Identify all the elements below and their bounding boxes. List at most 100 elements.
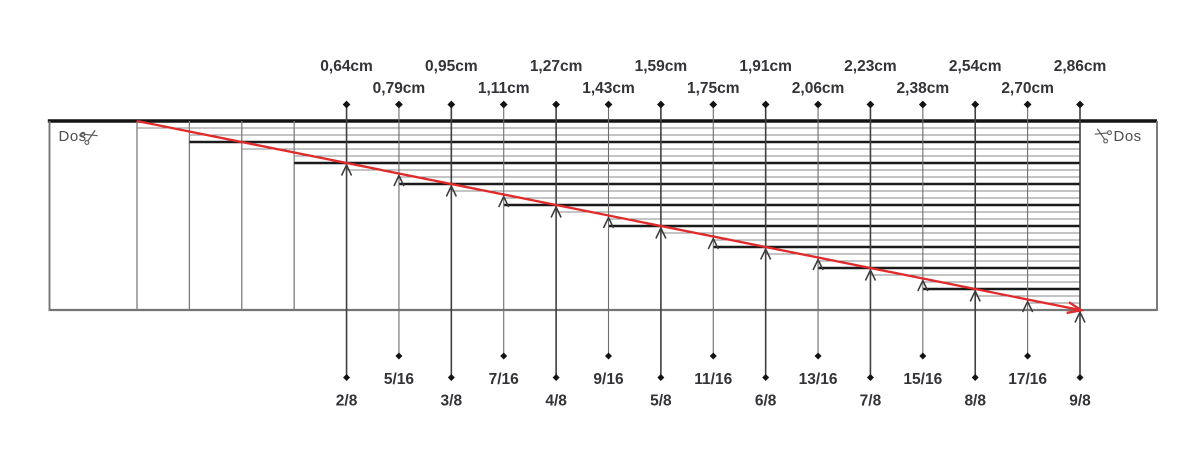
top-diamond [342, 100, 351, 109]
bottom-diamond [605, 352, 612, 360]
scissors-handle [1107, 130, 1112, 136]
top-diamond [918, 100, 927, 109]
bottom-diamond [395, 352, 403, 360]
fraction-label: 7/16 [489, 371, 520, 388]
top-diamond [866, 100, 875, 109]
fraction-label: 9/8 [1069, 393, 1091, 410]
bottom-diamond [971, 374, 979, 381]
cm-label: 2,23cm [844, 58, 897, 75]
cm-label: 2,70cm [1001, 80, 1054, 97]
up-arrowhead [864, 268, 877, 281]
fraction-label: 7/8 [860, 393, 882, 410]
up-arrowhead [550, 205, 562, 218]
up-arrowhead [393, 173, 405, 187]
up-arrowhead [445, 184, 458, 197]
bottom-diamond [919, 352, 927, 360]
measure-line-group: 1,91cm 6/8 [739, 58, 792, 410]
scissors-handle [1103, 138, 1109, 144]
scissors-blade [87, 129, 96, 142]
cm-label: 2,06cm [792, 80, 845, 97]
fraction-label: 17/16 [1008, 371, 1047, 388]
bottom-diamond [1024, 352, 1032, 360]
measure-line-group: 2,54cm 8/8 [949, 58, 1002, 410]
fraction-label: 4/8 [545, 393, 567, 410]
measure-line-group: 1,59cm 5/8 [635, 58, 688, 410]
fraction-label: 3/8 [441, 393, 463, 410]
top-diamond [1023, 100, 1032, 109]
up-arrowhead [1021, 299, 1034, 313]
top-diamond [447, 100, 456, 109]
diagonal-guide-line [136, 119, 1082, 312]
measure-line-group: 2,70cm 17/16 [1001, 80, 1054, 388]
up-arrowhead [969, 289, 981, 302]
measure-line-group: 0,95cm 3/8 [425, 58, 478, 410]
measure-line-group: 2,86cm 9/8 [1054, 58, 1107, 410]
bottom-diamond [552, 374, 560, 381]
measure-line-group: 2,38cm 15/16 [897, 80, 950, 388]
up-arrowhead [602, 215, 615, 229]
top-diamond [1076, 100, 1084, 109]
dos-label-left: Dos [59, 128, 87, 145]
top-diamond [499, 100, 508, 109]
measure-line-group: 1,11cm 7/16 [478, 80, 530, 388]
fraction-label: 9/16 [593, 371, 624, 388]
diagonal-arrowhead [1066, 301, 1085, 315]
bottom-diamond [447, 374, 455, 381]
cm-label: 2,38cm [897, 80, 950, 97]
measure-line-group: 1,75cm 11/16 [687, 80, 740, 388]
cm-label: 2,86cm [1054, 58, 1107, 75]
fraction-label: 5/8 [650, 393, 672, 410]
cm-label: 1,91cm [739, 58, 792, 75]
measure-line-group: 0,79cm 5/16 [373, 80, 426, 388]
fraction-label: 13/16 [799, 371, 838, 388]
fraction-label: 5/16 [384, 371, 415, 388]
bottom-diamond [709, 352, 717, 360]
fraction-label: 15/16 [903, 371, 942, 388]
cm-label: 0,64cm [320, 58, 373, 75]
top-diamond [971, 100, 980, 109]
top-diamond [604, 100, 613, 109]
cm-label: 0,79cm [373, 80, 426, 97]
top-diamond [395, 100, 403, 109]
measure-line-group: 0,64cm 2/8 [320, 58, 373, 410]
up-arrowhead [498, 194, 510, 208]
measure-line-group: 2,06cm 13/16 [792, 80, 845, 388]
up-arrowhead [917, 278, 929, 292]
fraction-label: 2/8 [336, 393, 358, 410]
up-arrowhead [340, 163, 353, 176]
up-arrowhead [707, 236, 719, 250]
cm-label: 1,75cm [687, 80, 740, 97]
top-diamond [814, 100, 822, 109]
measure-line-group: 2,23cm 7/8 [844, 58, 897, 410]
bottom-diamond [343, 374, 351, 381]
cm-label: 2,54cm [949, 58, 1002, 75]
bottom-diamond [762, 374, 770, 381]
scissors-handle [84, 140, 90, 145]
top-diamond [761, 100, 770, 109]
cm-label: 1,11cm [478, 80, 530, 97]
cm-label: 1,43cm [582, 80, 635, 97]
up-arrowhead [1074, 310, 1086, 323]
bottom-diamond [866, 374, 874, 381]
fraction-label: 8/8 [964, 393, 986, 410]
top-diamond [552, 100, 561, 109]
up-arrowhead [812, 257, 824, 271]
up-arrowhead [759, 247, 772, 260]
scissors-icon [1094, 128, 1112, 144]
bottom-diamond [657, 374, 665, 381]
fraction-label: 6/8 [755, 393, 777, 410]
bottom-diamond [500, 352, 508, 360]
scissors-handle [80, 131, 86, 137]
scissors-blade [1094, 132, 1108, 135]
bottom-diamond [814, 352, 822, 360]
measure-line-group: 1,27cm 4/8 [530, 58, 583, 410]
up-arrowhead [655, 226, 667, 239]
cm-label: 1,59cm [635, 58, 688, 75]
fraction-label: 11/16 [694, 371, 732, 388]
measure-line-group: 1,43cm 9/16 [582, 80, 635, 388]
top-diamond [656, 100, 665, 109]
cm-label: 0,95cm [425, 58, 478, 75]
bottom-diamond [1076, 374, 1084, 381]
